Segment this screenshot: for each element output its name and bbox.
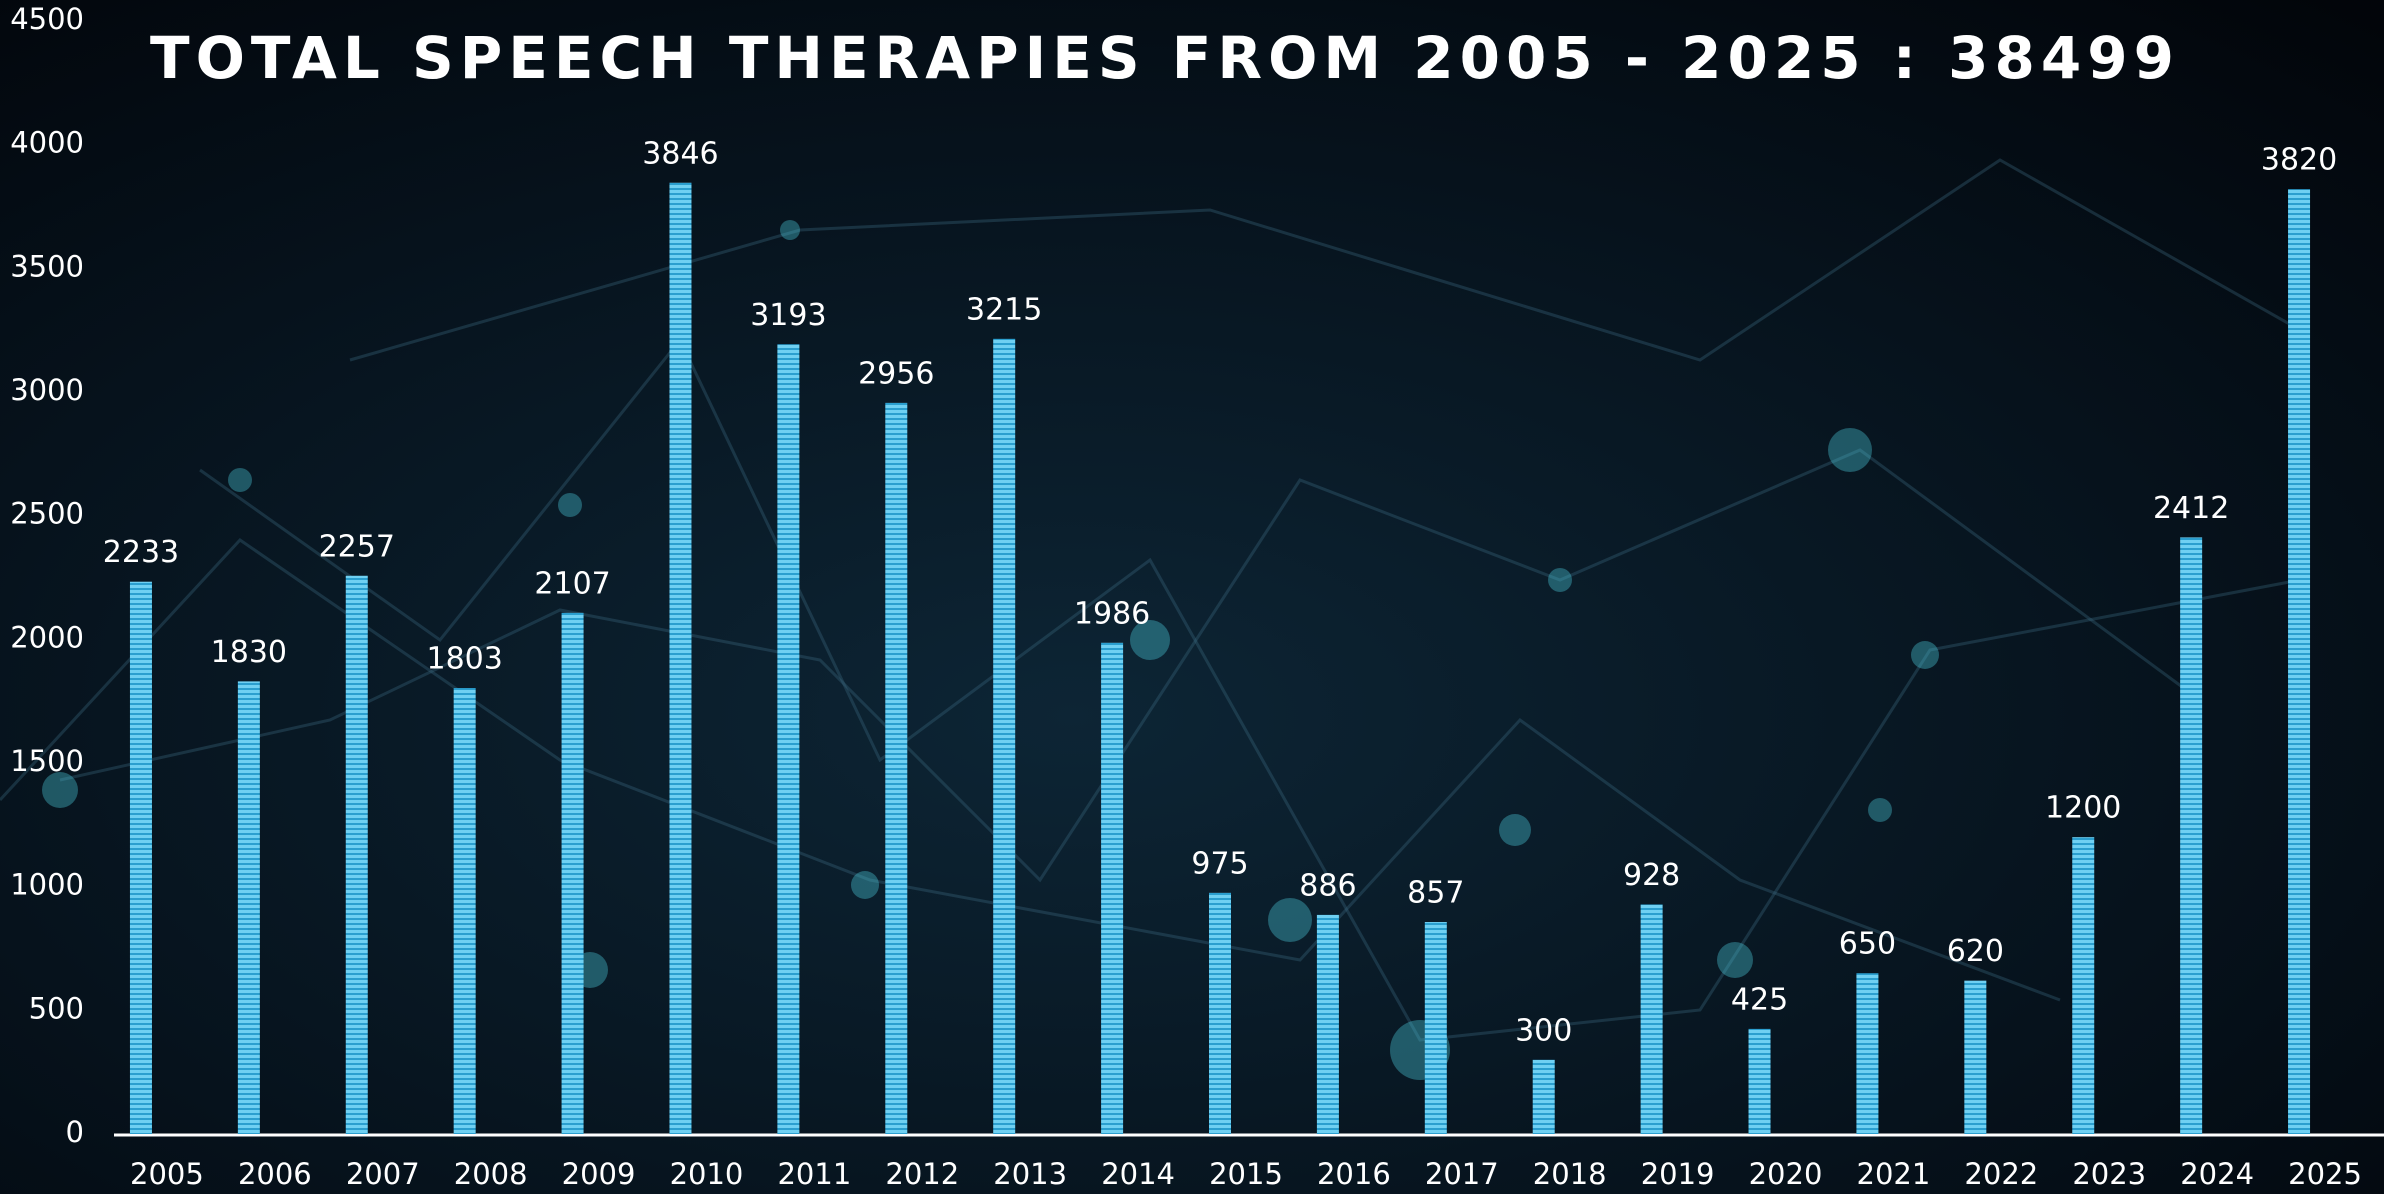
value-label: 3193 bbox=[750, 298, 826, 333]
value-label: 2412 bbox=[2153, 491, 2229, 526]
y-tick-label: 1500 bbox=[10, 744, 84, 778]
value-label: 620 bbox=[1947, 934, 2004, 969]
x-tick-label: 2015 bbox=[1209, 1157, 1283, 1191]
bar bbox=[561, 612, 584, 1134]
bar bbox=[237, 681, 260, 1134]
x-tick-label: 2016 bbox=[1317, 1157, 1391, 1191]
value-label: 300 bbox=[1515, 1013, 1572, 1048]
value-label: 928 bbox=[1623, 858, 1680, 893]
y-tick-label: 3000 bbox=[10, 373, 84, 407]
bar bbox=[777, 344, 800, 1135]
bar bbox=[345, 575, 368, 1134]
value-label: 1200 bbox=[2045, 791, 2121, 826]
bar bbox=[129, 581, 152, 1134]
x-tick-label: 2018 bbox=[1533, 1157, 1607, 1191]
value-label: 975 bbox=[1191, 846, 1248, 881]
x-tick-label: 2006 bbox=[238, 1157, 312, 1191]
bar bbox=[669, 182, 692, 1135]
bar bbox=[1209, 892, 1231, 1134]
x-tick-label: 2005 bbox=[130, 1157, 204, 1191]
bar bbox=[453, 688, 476, 1134]
value-label: 3215 bbox=[966, 292, 1042, 327]
y-tick-label: 2000 bbox=[10, 620, 84, 654]
value-label: 2257 bbox=[319, 529, 395, 564]
x-tick-label: 2019 bbox=[1641, 1157, 1715, 1191]
network-decoration bbox=[0, 158, 2301, 1042]
value-label: 425 bbox=[1731, 982, 1788, 1017]
value-label: 886 bbox=[1299, 868, 1356, 903]
value-label: 2107 bbox=[534, 566, 610, 601]
value-label: 650 bbox=[1839, 927, 1896, 962]
bar bbox=[1101, 642, 1124, 1134]
y-tick-label: 2500 bbox=[10, 497, 84, 531]
x-tick-label: 2022 bbox=[1964, 1157, 2038, 1191]
x-tick-label: 2009 bbox=[562, 1157, 636, 1191]
bar bbox=[1748, 1028, 1771, 1134]
x-tick-label: 2011 bbox=[777, 1157, 851, 1191]
x-tick-label: 2013 bbox=[993, 1157, 1067, 1191]
bar bbox=[1856, 973, 1879, 1134]
x-tick-label: 2023 bbox=[2072, 1157, 2146, 1191]
value-label: 1830 bbox=[211, 635, 287, 670]
bar bbox=[1532, 1059, 1555, 1134]
value-label: 857 bbox=[1407, 876, 1464, 911]
value-label: 3846 bbox=[642, 136, 718, 171]
bar bbox=[2180, 537, 2203, 1134]
chart-title: TOTAL SPEECH THERAPIES FROM 2005 - 2025 … bbox=[150, 24, 2180, 92]
y-tick-label: 3500 bbox=[10, 249, 84, 283]
x-tick-label: 2007 bbox=[346, 1157, 420, 1191]
value-label: 1986 bbox=[1074, 596, 1150, 631]
y-tick-label: 500 bbox=[29, 991, 84, 1025]
x-tick-label: 2017 bbox=[1425, 1157, 1499, 1191]
y-tick-label: 0 bbox=[66, 1115, 84, 1149]
x-tick-label: 2024 bbox=[2180, 1157, 2254, 1191]
x-tick-label: 2014 bbox=[1101, 1157, 1175, 1191]
value-label: 1803 bbox=[426, 642, 502, 677]
y-tick-label: 4500 bbox=[10, 2, 84, 36]
bar bbox=[1964, 980, 1987, 1134]
x-tick-label: 2020 bbox=[1749, 1157, 1823, 1191]
y-tick-label: 4000 bbox=[10, 126, 84, 160]
x-tick-label: 2008 bbox=[454, 1157, 528, 1191]
value-label: 3820 bbox=[2261, 143, 2337, 178]
bar bbox=[1316, 914, 1339, 1134]
y-tick-label: 1000 bbox=[10, 868, 84, 902]
bar bbox=[885, 402, 908, 1134]
bar bbox=[1640, 904, 1663, 1134]
value-label: 2233 bbox=[103, 535, 179, 570]
bar bbox=[2288, 189, 2311, 1135]
x-tick-label: 2021 bbox=[1857, 1157, 1931, 1191]
x-tick-label: 2010 bbox=[670, 1157, 744, 1191]
x-tick-label: 2025 bbox=[2288, 1157, 2362, 1191]
x-tick-label: 2012 bbox=[885, 1157, 959, 1191]
bar bbox=[993, 338, 1016, 1134]
bar bbox=[1424, 922, 1447, 1134]
value-label: 2956 bbox=[858, 356, 934, 391]
bar bbox=[2072, 837, 2095, 1134]
